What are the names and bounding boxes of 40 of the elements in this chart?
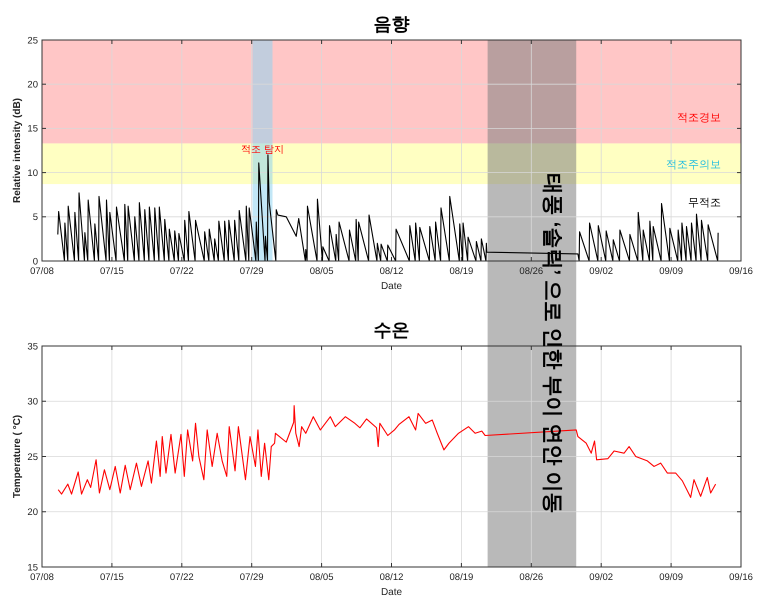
y-tick-label: 15	[27, 124, 38, 135]
y-tick-label: 25	[27, 452, 38, 463]
x-tick-label: 08/12	[380, 572, 404, 583]
x-tick-label: 08/05	[310, 266, 334, 277]
chart-title: 음향	[374, 14, 410, 34]
x-tick-label: 09/16	[729, 572, 753, 583]
x-tick-label: 07/15	[100, 266, 124, 277]
y-axis-title: Relative intensity (dB)	[12, 98, 23, 204]
y-tick-label: 30	[27, 396, 38, 408]
x-tick-label: 07/08	[30, 266, 54, 277]
x-axis-title: Date	[380, 281, 402, 292]
x-tick-label: 08/05	[310, 572, 334, 583]
y-tick-label: 0	[32, 256, 38, 268]
x-tick-label: 07/29	[240, 266, 264, 277]
x-tick-label: 08/19	[450, 572, 474, 583]
x-tick-label: 08/26	[519, 572, 544, 583]
y-tick-label: 15	[27, 562, 38, 574]
annotation: 무적조	[688, 197, 721, 210]
x-tick-label: 09/09	[659, 266, 683, 277]
y-tick-label: 20	[27, 80, 38, 90]
x-tick-label: 07/22	[170, 572, 194, 583]
x-tick-label: 09/09	[659, 572, 683, 583]
x-tick-label: 07/15	[100, 572, 124, 583]
y-tick-label: 20	[27, 507, 38, 518]
x-tick-label: 08/26	[519, 266, 544, 277]
x-tick-label: 08/12	[380, 266, 404, 277]
x-tick-label: 08/19	[450, 266, 474, 277]
x-tick-label: 09/16	[729, 266, 753, 277]
y-tick-label: 5	[32, 212, 38, 224]
y-axis-title: Temperature ( °C)	[12, 414, 23, 498]
x-axis-title: Date	[380, 587, 402, 598]
y-tick-label: 35	[27, 341, 38, 352]
x-tick-label: 09/02	[589, 266, 614, 277]
x-tick-label: 07/22	[170, 266, 194, 277]
x-tick-label: 09/02	[589, 572, 614, 583]
x-tick-label: 07/29	[240, 572, 264, 583]
chart-title: 수온	[374, 320, 410, 340]
x-tick-label: 07/08	[30, 572, 54, 583]
y-tick-label: 10	[27, 168, 38, 179]
y-tick-label: 25	[27, 35, 38, 46]
